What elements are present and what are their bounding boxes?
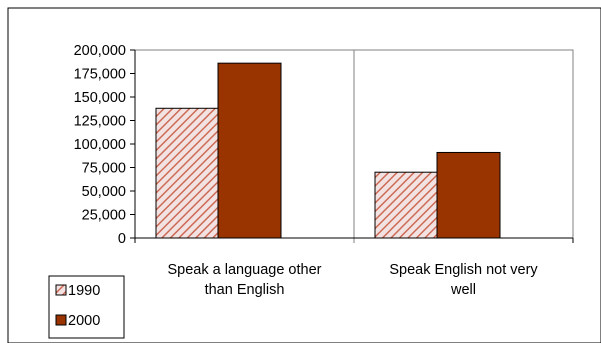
y-tick-label: 25,000 — [82, 208, 126, 224]
plot-area: 0 25,000 50,000 75,000 100,000 125,000 150,000… — [74, 43, 574, 298]
y-tick-label: 100,000 — [74, 137, 126, 153]
y-tick-label: 125,000 — [74, 114, 126, 130]
bar-2000-2 — [436, 151, 501, 239]
bar-2000-1 — [217, 62, 282, 239]
legend-label-2000: 2000 — [68, 313, 100, 329]
legend-swatch-2000 — [55, 314, 67, 326]
y-tick-label: 175,000 — [74, 67, 126, 83]
y-tick-label: 75,000 — [82, 161, 126, 177]
y-tick-label: 150,000 — [74, 90, 126, 106]
bar-1990-2 — [374, 171, 439, 239]
legend-swatch-1990 — [55, 284, 67, 296]
y-tick-label: 0 — [118, 231, 126, 247]
legend: 1990 2000 — [48, 275, 125, 339]
category-label: Speak a language other than English — [168, 262, 322, 298]
y-tick-label: 200,000 — [74, 43, 126, 59]
legend-label-1990: 1990 — [68, 283, 100, 299]
category-label: Speak English not very well — [389, 262, 538, 298]
bar-1990-1 — [155, 107, 220, 239]
y-tick-label: 50,000 — [82, 184, 126, 200]
